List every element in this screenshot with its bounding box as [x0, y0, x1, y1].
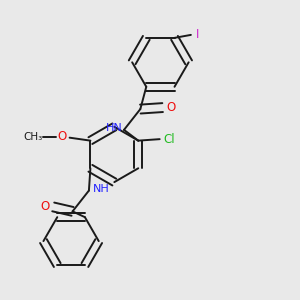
- Text: NH: NH: [92, 184, 109, 194]
- Text: O: O: [40, 200, 50, 213]
- Text: I: I: [196, 28, 199, 40]
- Text: O: O: [57, 130, 66, 143]
- Text: CH₃: CH₃: [24, 132, 43, 142]
- Text: HN: HN: [106, 123, 123, 133]
- Text: O: O: [166, 101, 176, 114]
- Text: Cl: Cl: [164, 133, 175, 146]
